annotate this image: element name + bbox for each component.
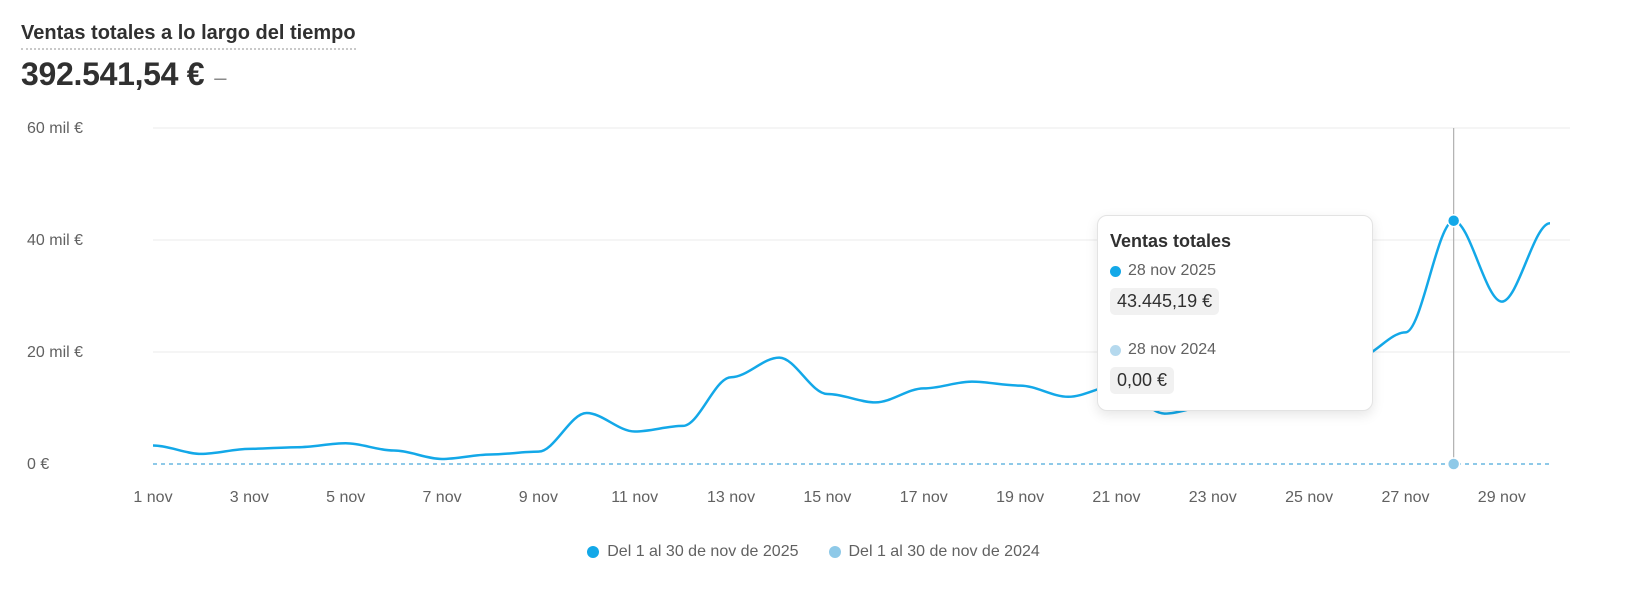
total-row: 392.541,54 € –: [21, 56, 356, 93]
tooltip-title: Ventas totales: [1110, 231, 1232, 251]
chart-legend: Del 1 al 30 de nov de 2025 Del 1 al 30 d…: [0, 543, 1627, 561]
tooltip-current-dot-icon: [1110, 265, 1121, 277]
x-tick-label: 11 nov: [611, 489, 658, 506]
tooltip-previous-date: 28 nov 2024: [1128, 341, 1217, 358]
total-sales-value: 392.541,54 €: [21, 56, 205, 92]
y-tick-label: 60 mil €: [27, 120, 83, 137]
x-axis-labels: 1 nov 3 nov 5 nov 7 nov 9 nov 11 nov 13 nov 15 …: [133, 489, 1525, 506]
x-tick-label: 29 nov: [1478, 489, 1526, 506]
legend-previous-dot-icon: [828, 546, 841, 558]
tooltip-current-value: 43.445,19 €: [1110, 288, 1220, 315]
tooltip-previous-value: 0,00 €: [1110, 367, 1175, 394]
marker-layer: [1446, 128, 1461, 471]
tooltip-previous-row: 28 nov 2024: [1110, 341, 1360, 359]
y-tick-label: 20 mil €: [27, 344, 83, 361]
chart-header: Ventas totales a lo largo del tiempo 392…: [21, 22, 356, 93]
total-delta: –: [214, 65, 227, 90]
x-tick-label: 27 nov: [1381, 489, 1429, 506]
x-tick-label: 25 nov: [1285, 489, 1333, 506]
x-tick-label: 23 nov: [1189, 489, 1237, 506]
y-tick-label: 0 €: [27, 456, 49, 473]
x-tick-label: 9 nov: [519, 489, 558, 506]
x-tick-label: 1 nov: [133, 489, 172, 506]
legend-item-current[interactable]: Del 1 al 30 de nov de 2025: [587, 543, 799, 561]
x-tick-label: 17 nov: [900, 489, 948, 506]
x-tick-label: 7 nov: [422, 489, 461, 506]
x-tick-label: 5 nov: [326, 489, 365, 506]
x-tick-label: 19 nov: [996, 489, 1044, 506]
x-tick-label: 3 nov: [230, 489, 269, 506]
highlight-point-current: [1446, 213, 1461, 228]
highlight-point-previous: [1446, 457, 1461, 471]
y-tick-label: 40 mil €: [27, 232, 83, 249]
legend-previous-label: Del 1 al 30 de nov de 2024: [848, 543, 1040, 560]
chart-tooltip: Ventas totales 28 nov 2025 43.445,19 € 2…: [1097, 215, 1373, 411]
chart-title[interactable]: Ventas totales a lo largo del tiempo: [21, 22, 356, 50]
legend-current-dot-icon: [587, 546, 600, 558]
y-axis-labels: 0 € 20 mil € 40 mil € 60 mil €: [27, 120, 83, 473]
legend-item-previous[interactable]: Del 1 al 30 de nov de 2024: [828, 543, 1040, 561]
tooltip-previous-dot-icon: [1110, 344, 1121, 356]
x-tick-label: 13 nov: [707, 489, 755, 506]
tooltip-current-row: 28 nov 2025: [1110, 262, 1360, 280]
x-tick-label: 15 nov: [803, 489, 851, 506]
tooltip-current-date: 28 nov 2025: [1128, 262, 1217, 279]
legend-current-label: Del 1 al 30 de nov de 2025: [607, 543, 799, 560]
x-tick-label: 21 nov: [1092, 489, 1140, 506]
